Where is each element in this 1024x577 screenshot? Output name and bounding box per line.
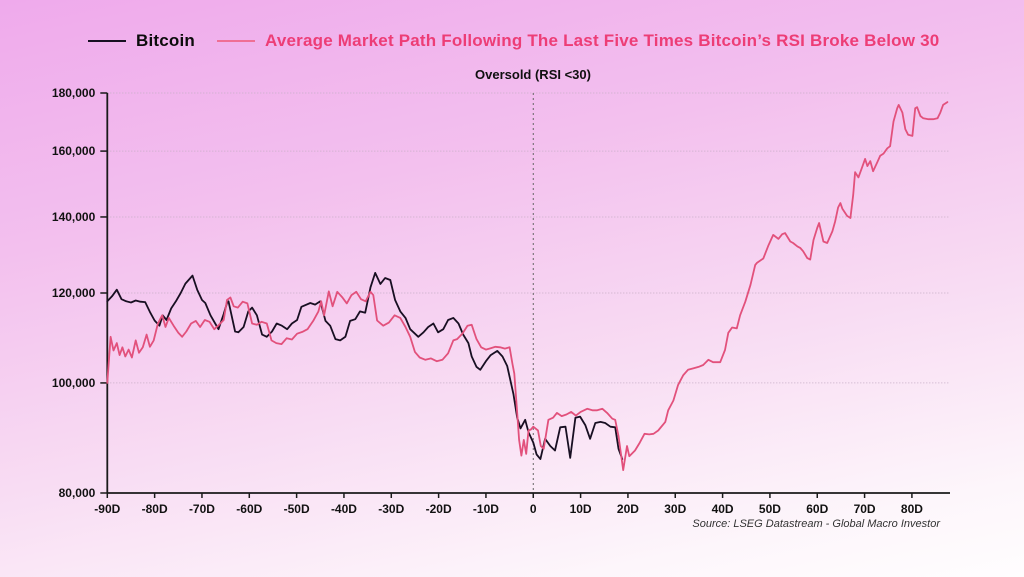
chart-title: Oversold (RSI <30) (475, 67, 591, 82)
x-tick-label: -10D (473, 502, 499, 516)
y-tick-label: 140,000 (52, 210, 96, 224)
x-tick-label: -90D (94, 502, 120, 516)
average-legend-label: Average Market Path Following The Last F… (265, 31, 940, 50)
x-tick-label: 70D (854, 502, 876, 516)
y-tick-label: 180,000 (52, 86, 96, 100)
chart-legend: Bitcoin Average Market Path Following Th… (88, 31, 939, 51)
average-line-swatch-icon (217, 40, 256, 42)
x-tick-label: 20D (617, 502, 639, 516)
average-path-series-line (106, 101, 949, 472)
y-tick-label: 120,000 (52, 286, 96, 300)
x-tick-label: 0 (530, 502, 537, 516)
x-tick-label: -20D (426, 502, 452, 516)
y-tick-label: 100,000 (52, 376, 96, 390)
x-tick-label: -50D (284, 502, 310, 516)
x-tick-label: -80D (142, 502, 168, 516)
x-tick-label: 80D (901, 502, 923, 516)
y-tick-label: 160,000 (52, 144, 96, 158)
source-attribution: Source: LSEG Datastream - Global Macro I… (692, 518, 940, 530)
bitcoin-line-swatch-icon (88, 40, 126, 42)
x-tick-label: 50D (759, 502, 781, 516)
x-tick-label: 10D (570, 502, 592, 516)
bitcoin-series-line (106, 271, 624, 461)
x-tick-label: -70D (189, 502, 215, 516)
x-tick-label: 40D (712, 502, 734, 516)
x-tick-label: 30D (664, 502, 686, 516)
x-tick-label: -60D (236, 502, 262, 516)
bitcoin-legend-label: Bitcoin (136, 31, 196, 50)
x-tick-label: 60D (806, 502, 828, 516)
y-tick-label: 80,000 (59, 486, 96, 500)
x-tick-label: -30D (378, 502, 404, 516)
x-tick-label: -40D (331, 502, 357, 516)
